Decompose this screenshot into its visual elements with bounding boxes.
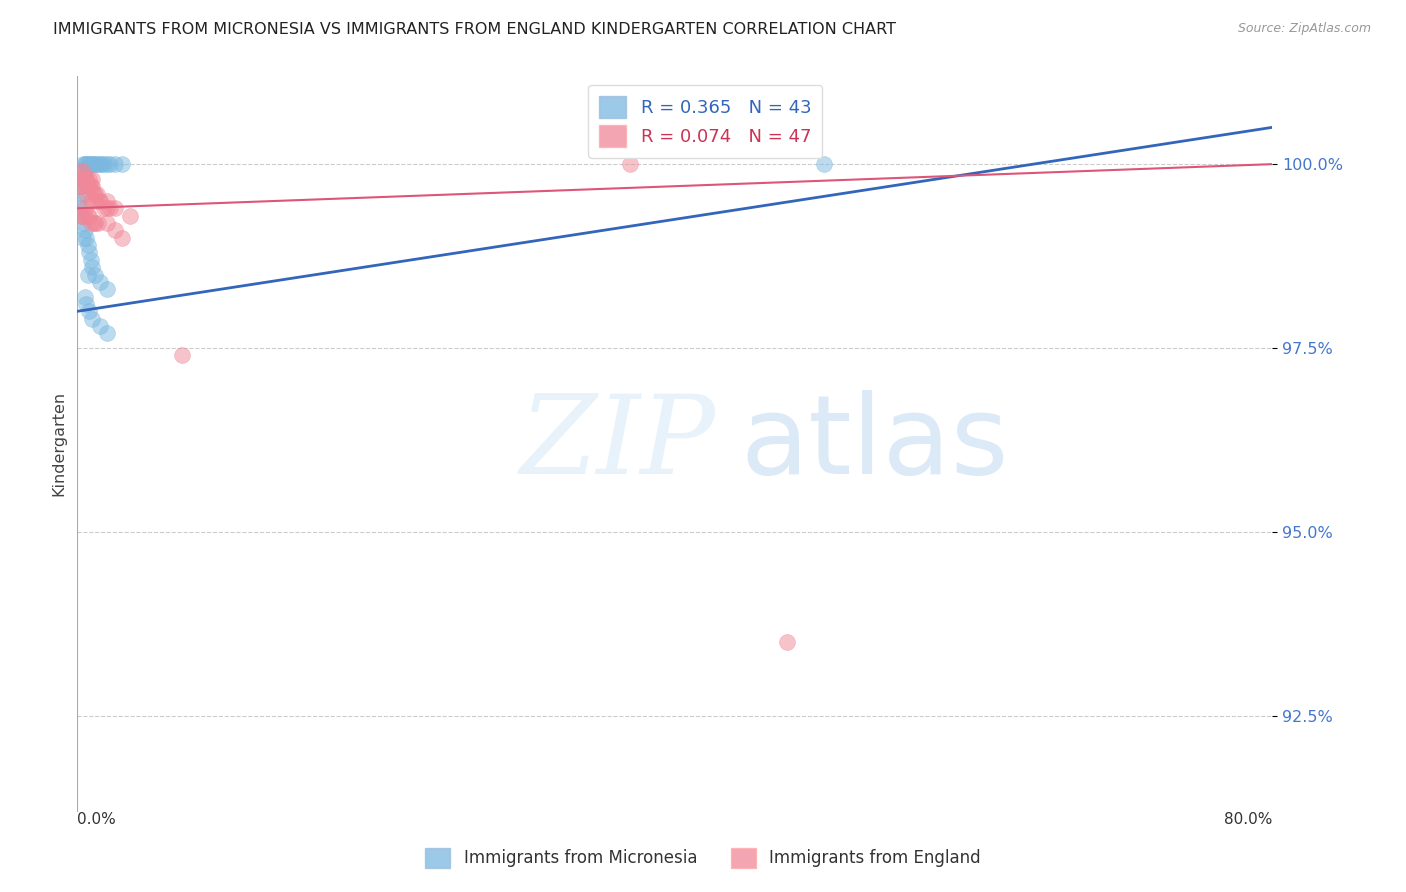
Point — [79, 245, 101, 260]
Point — [96, 194, 118, 208]
Point — [69, 201, 91, 215]
Text: IMMIGRANTS FROM MICRONESIA VS IMMIGRANTS FROM ENGLAND KINDERGARTEN CORRELATION C: IMMIGRANTS FROM MICRONESIA VS IMMIGRANTS… — [53, 22, 897, 37]
Point — [70, 171, 93, 186]
Point — [89, 194, 111, 208]
Point — [70, 171, 93, 186]
Point — [72, 171, 94, 186]
Point — [86, 157, 108, 171]
Point — [104, 223, 127, 237]
Point — [76, 238, 98, 252]
Point — [70, 186, 93, 201]
Point — [776, 635, 799, 649]
Point — [80, 157, 103, 171]
Point — [118, 209, 141, 223]
Point — [67, 194, 90, 208]
Point — [98, 157, 121, 171]
Point — [82, 311, 104, 326]
Point — [75, 186, 97, 201]
Point — [619, 157, 641, 171]
Point — [90, 157, 112, 171]
Point — [76, 157, 98, 171]
Point — [73, 289, 96, 303]
Point — [84, 268, 107, 282]
Point — [93, 201, 115, 215]
Text: atlas: atlas — [741, 391, 1010, 497]
Point — [84, 186, 107, 201]
Text: 80.0%: 80.0% — [1225, 812, 1272, 827]
Point — [76, 179, 98, 194]
Point — [67, 209, 90, 223]
Point — [82, 157, 104, 171]
Point — [72, 164, 94, 178]
Point — [96, 201, 118, 215]
Text: 0.0%: 0.0% — [77, 812, 117, 827]
Point — [76, 179, 98, 194]
Point — [70, 209, 93, 223]
Point — [76, 268, 98, 282]
Point — [87, 216, 110, 230]
Point — [79, 171, 101, 186]
Point — [75, 157, 97, 171]
Text: Source: ZipAtlas.com: Source: ZipAtlas.com — [1237, 22, 1371, 36]
Point — [79, 157, 101, 171]
Point — [83, 186, 105, 201]
Point — [86, 186, 108, 201]
Point — [96, 282, 118, 296]
Point — [96, 216, 118, 230]
Point — [82, 260, 104, 275]
Point — [73, 209, 96, 223]
Point — [96, 157, 118, 171]
Point — [79, 209, 101, 223]
Point — [70, 209, 93, 223]
Point — [79, 179, 101, 194]
Point — [98, 201, 121, 215]
Y-axis label: Kindergarten: Kindergarten — [51, 392, 66, 496]
Point — [72, 171, 94, 186]
Point — [89, 157, 111, 171]
Legend: Immigrants from Micronesia, Immigrants from England: Immigrants from Micronesia, Immigrants f… — [419, 841, 987, 875]
Point — [70, 179, 93, 194]
Point — [89, 275, 111, 289]
Point — [73, 157, 96, 171]
Point — [69, 164, 91, 178]
Point — [84, 194, 107, 208]
Point — [73, 223, 96, 237]
Point — [73, 171, 96, 186]
Point — [72, 216, 94, 230]
Point — [80, 179, 103, 194]
Point — [813, 157, 835, 171]
Point — [111, 230, 134, 244]
Point — [73, 164, 96, 178]
Point — [80, 252, 103, 267]
Point — [111, 157, 134, 171]
Point — [104, 157, 127, 171]
Point — [79, 304, 101, 318]
Point — [83, 216, 105, 230]
Point — [75, 171, 97, 186]
Point — [80, 194, 103, 208]
Point — [73, 201, 96, 215]
Point — [104, 201, 127, 215]
Point — [89, 194, 111, 208]
Point — [83, 157, 105, 171]
Point — [75, 297, 97, 311]
Point — [93, 157, 115, 171]
Point — [69, 179, 91, 194]
Point — [76, 209, 98, 223]
Point — [72, 157, 94, 171]
Point — [170, 348, 193, 362]
Point — [72, 230, 94, 244]
Point — [84, 157, 107, 171]
Point — [84, 216, 107, 230]
Point — [75, 230, 97, 244]
Point — [69, 179, 91, 194]
Point — [96, 326, 118, 341]
Point — [89, 318, 111, 333]
Text: ZIP: ZIP — [520, 390, 716, 498]
Point — [82, 179, 104, 194]
Point — [82, 171, 104, 186]
Legend: R = 0.365   N = 43, R = 0.074   N = 47: R = 0.365 N = 43, R = 0.074 N = 47 — [588, 85, 823, 158]
Point — [75, 171, 97, 186]
Point — [80, 216, 103, 230]
